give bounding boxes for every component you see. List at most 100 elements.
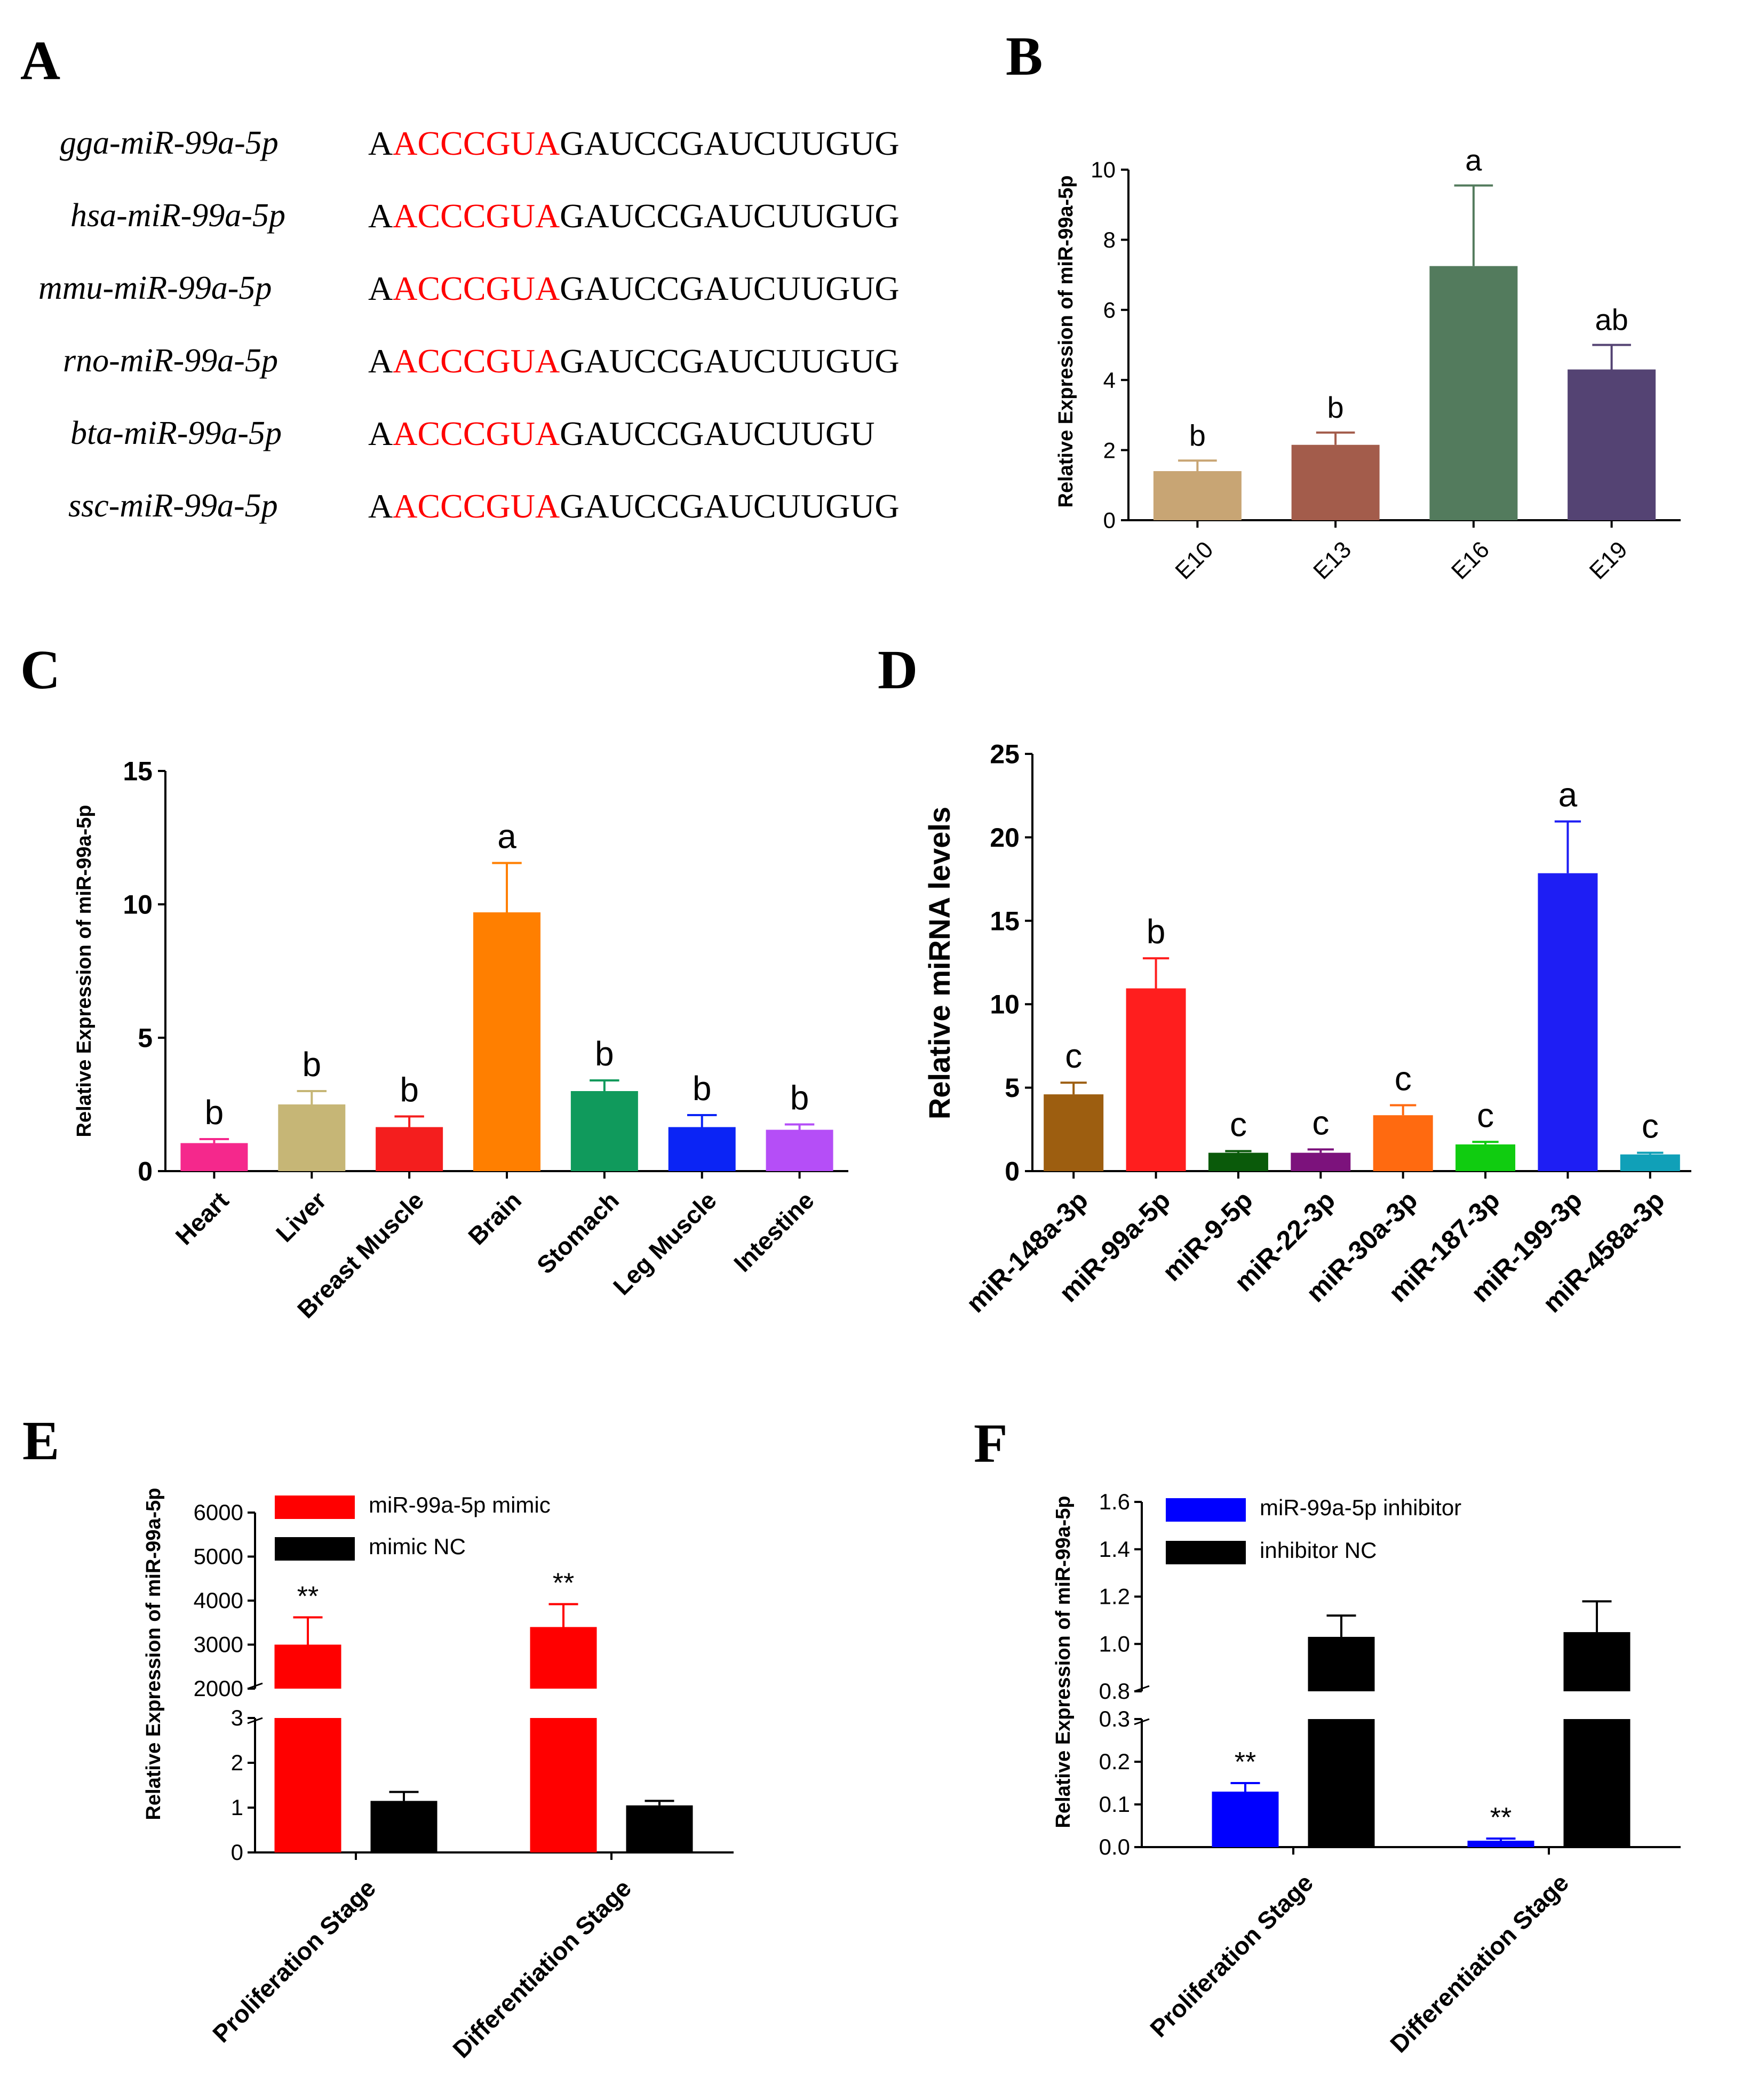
bar-lower-segment — [1308, 1719, 1375, 1847]
bar-upper-segment — [530, 1627, 597, 1689]
bar — [766, 1129, 833, 1171]
sequence: AACCCGUAGAUCCGAUCUUGUG — [368, 342, 900, 380]
bar — [1153, 471, 1242, 520]
bar — [1538, 873, 1598, 1171]
x-category-label: E10 — [1170, 536, 1218, 584]
x-category-label: Differentiation Stage — [1385, 1868, 1574, 2058]
significance-label: b — [400, 1071, 419, 1109]
species-name: rno-miR-99a-5p — [63, 343, 278, 379]
bar — [1373, 1115, 1433, 1171]
y-tick-label: 1.4 — [1099, 1537, 1130, 1562]
seed-region: ACCCGUA — [393, 342, 560, 380]
significance-label: ab — [1595, 303, 1628, 337]
panel-label-a: A — [20, 30, 60, 91]
sequence-suffix: GAUCCGAUCUUGUG — [560, 124, 899, 162]
y-tick-label: 2 — [231, 1750, 243, 1775]
significance-label: c — [1230, 1105, 1247, 1143]
species-name: ssc-miR-99a-5p — [68, 488, 278, 524]
y-tick-label: 10 — [990, 990, 1020, 1020]
significance-label: b — [790, 1079, 809, 1117]
y-tick-label: 10 — [123, 890, 153, 920]
species-name: gga-miR-99a-5p — [60, 125, 279, 161]
y-axis-label: Relative Expression of miR-99a-5p — [1055, 176, 1077, 508]
legend-swatch — [1166, 1498, 1246, 1522]
significance-label: ** — [1235, 1747, 1256, 1778]
y-tick-label: 20 — [990, 823, 1020, 853]
sequence-suffix: GAUCCGAUCUUGUG — [560, 487, 899, 525]
sequence-prefix: A — [368, 269, 393, 307]
y-tick-label: 15 — [123, 757, 153, 786]
significance-label: c — [1065, 1037, 1082, 1075]
significance-label: b — [595, 1035, 614, 1073]
y-tick-label: 0 — [1103, 508, 1116, 533]
x-category-label: E16 — [1446, 536, 1494, 584]
significance-label: c — [1477, 1096, 1494, 1134]
y-tick-label: 3000 — [194, 1632, 243, 1657]
y-tick-label: 0.1 — [1099, 1792, 1130, 1817]
x-category-label: E13 — [1308, 536, 1356, 584]
y-axis-label: Relative Expression of miR-99a-5p — [1052, 1496, 1075, 1828]
x-category-label: Stomach — [531, 1186, 624, 1279]
x-category-label: Intestine — [728, 1186, 820, 1277]
y-tick-label: 8 — [1103, 227, 1116, 252]
legend-label: miR-99a-5p inhibitor — [1260, 1495, 1461, 1520]
axis-break-mark — [1134, 1718, 1150, 1725]
alignment-row: gga-miR-99a-5p AACCCGUAGAUCCGAUCUUGUG — [60, 124, 900, 162]
y-tick-label: 15 — [990, 906, 1020, 936]
y-tick-label: 6 — [1103, 298, 1116, 323]
legend-label: miR-99a-5p mimic — [369, 1492, 551, 1517]
species-name: mmu-miR-99a-5p — [38, 270, 272, 306]
x-category-label: Brain — [463, 1186, 527, 1250]
significance-label: a — [1558, 776, 1578, 814]
significance-label: b — [1147, 912, 1166, 951]
significance-label: a — [1465, 144, 1482, 177]
significance-label: b — [205, 1093, 224, 1132]
y-tick-label: 1.6 — [1099, 1489, 1130, 1514]
axis-break-mark — [247, 1717, 263, 1724]
x-category-label: E19 — [1585, 536, 1633, 584]
significance-label: b — [693, 1069, 712, 1108]
panel-label-e: E — [22, 1410, 59, 1471]
panel-label-c: C — [20, 639, 60, 701]
y-tick-label: 1.0 — [1099, 1631, 1130, 1656]
y-tick-label: 10 — [1091, 157, 1116, 182]
y-tick-label: 5 — [138, 1023, 153, 1053]
y-tick-label: 2 — [1103, 438, 1116, 463]
y-tick-label: 5000 — [194, 1544, 243, 1569]
sequence: AACCCGUAGAUCCGAUCUUGUG — [368, 269, 900, 307]
sequence-prefix: A — [368, 197, 393, 235]
y-tick-label: 1 — [231, 1795, 243, 1820]
bar — [278, 1104, 346, 1171]
significance-label: ** — [553, 1568, 574, 1599]
bar — [1429, 266, 1518, 520]
bar — [370, 1801, 438, 1852]
sequence-suffix: GAUCCGAUCUUGUG — [560, 269, 899, 307]
sequence-prefix: A — [368, 487, 393, 525]
panel-f-chart: 0.8 1.0 1.2 1.4 1.6 0.0 0.1 0.2 0.3 Relative Expr… — [1052, 1489, 1681, 2058]
legend-swatch — [275, 1496, 355, 1519]
y-tick-label: 2000 — [194, 1676, 243, 1701]
panel-label-d: D — [878, 639, 918, 701]
y-tick-label: 25 — [990, 739, 1020, 769]
bar — [1620, 1154, 1680, 1171]
y-tick-label: 6000 — [194, 1500, 243, 1525]
bar-upper-segment — [1308, 1636, 1375, 1691]
bar-upper-segment — [274, 1644, 341, 1689]
significance-label: ** — [297, 1581, 319, 1612]
seed-region: ACCCGUA — [393, 124, 560, 162]
bar — [1467, 1841, 1534, 1847]
legend-swatch — [275, 1537, 355, 1561]
y-tick-label: 0 — [1005, 1157, 1020, 1187]
significance-label: b — [1189, 418, 1206, 452]
y-tick-label: 5 — [1005, 1073, 1020, 1103]
bar-lower-segment — [274, 1718, 341, 1852]
sequence: AACCCGUAGAUCCGAUCUUGUG — [368, 487, 900, 525]
bar — [1568, 369, 1656, 520]
bar — [570, 1091, 638, 1171]
y-tick-label: 0.8 — [1099, 1679, 1130, 1704]
x-category-label: Heart — [170, 1186, 234, 1250]
alignment-row: mmu-miR-99a-5p AACCCGUAGAUCCGAUCUUGUG — [38, 269, 900, 307]
